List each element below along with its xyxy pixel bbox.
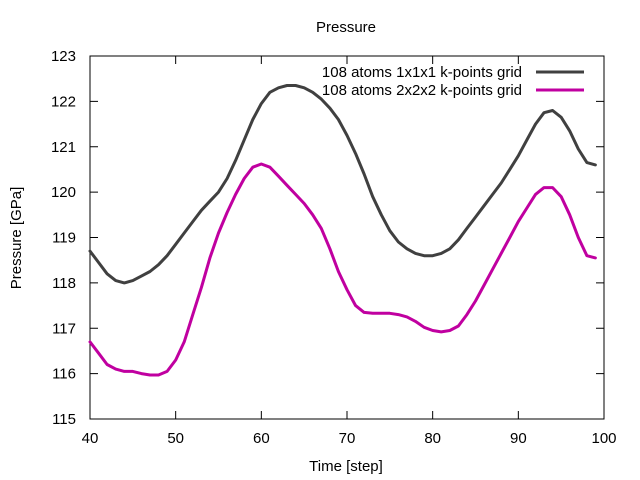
x-tick-label: 60: [253, 430, 270, 447]
y-tick-label: 116: [52, 366, 76, 383]
axis-ticks: 40 50 60 70 80 90 100 115 116 117 118 119 120 121 122 1…: [51, 48, 617, 447]
x-tick-label: 50: [167, 430, 184, 447]
x-tick-label: 70: [339, 430, 356, 447]
x-axis-label: Time [step]: [309, 458, 383, 475]
series-line-1: [88, 84, 597, 285]
x-tick-label: 80: [424, 430, 441, 447]
x-tick-label: 100: [591, 430, 616, 447]
y-tick-label: 119: [52, 230, 76, 247]
chart-title: Pressure: [316, 19, 376, 36]
plot-frame: [89, 55, 605, 420]
legend-label-2: 108 atoms 2x2x2 k-points grid: [322, 82, 522, 99]
y-axis-label: Pressure [GPa]: [8, 187, 25, 290]
series-lines: [88, 84, 597, 377]
series-line-2: [88, 162, 597, 377]
y-tick-label: 120: [51, 184, 76, 201]
y-tick-label: 122: [51, 93, 76, 110]
legend-label-1: 108 atoms 1x1x1 k-points grid: [322, 64, 522, 81]
y-tick-label: 115: [52, 411, 76, 428]
y-tick-label: 123: [51, 48, 76, 65]
y-tick-label: 118: [52, 275, 76, 292]
y-tick-label: 117: [52, 320, 76, 337]
x-tick-label: 90: [510, 430, 527, 447]
y-tick-label: 121: [51, 139, 76, 156]
plot-border: [89, 55, 605, 420]
x-tick-label: 40: [82, 430, 99, 447]
